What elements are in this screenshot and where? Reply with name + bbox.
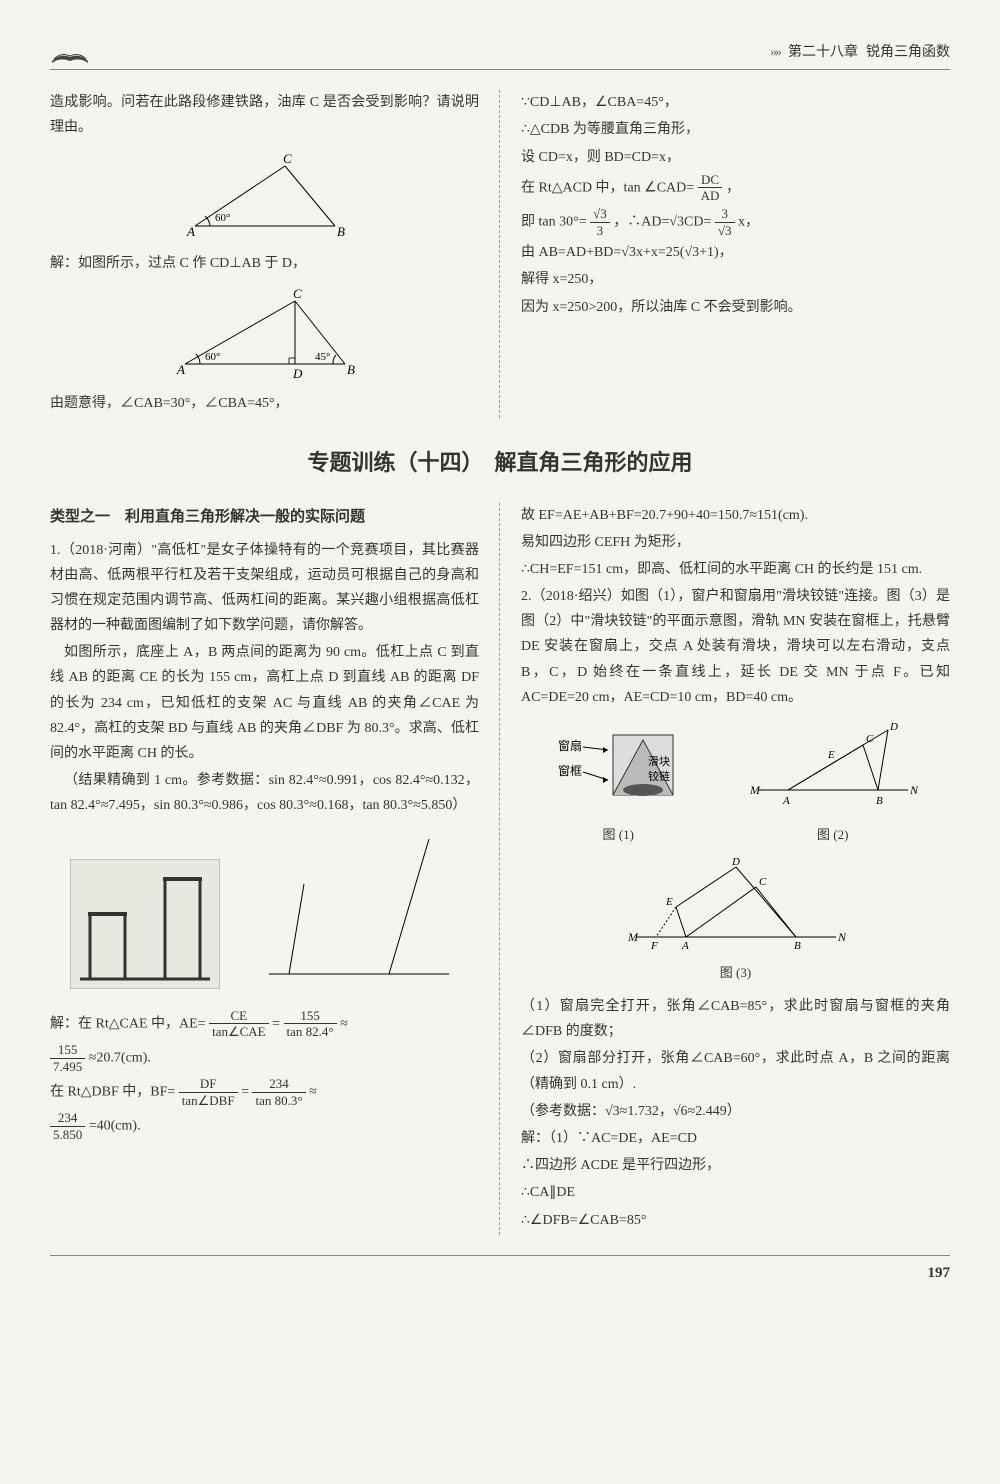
svg-text:E: E [827,749,835,761]
svg-text:滑块: 滑块 [648,755,670,768]
solution-cont: 故 EF=AE+AB+BF=20.7+90+40=150.7≈151(cm). [521,503,950,528]
question-2-hint: （参考数据：√3≈1.732，√6≈2.449） [521,1099,950,1124]
upper-section: 造成影响。问若在此路段修建铁路，油库 C 是否会受到影响？请说明理由。 60° … [50,90,950,418]
lower-right-col: 故 EF=AE+AB+BF=20.7+90+40=150.7≈151(cm). … [521,503,950,1235]
svg-text:D: D [731,857,740,868]
svg-text:45°: 45° [315,351,330,363]
svg-text:60°: 60° [215,212,230,224]
svg-text:窗框: 窗框 [558,764,582,778]
svg-text:60°: 60° [205,351,220,363]
page-header: »» 第二十八章 锐角三角函数 [50,40,950,70]
svg-text:N: N [909,783,918,797]
svg-text:E: E [665,896,673,908]
svg-text:D: D [292,366,303,381]
svg-text:N: N [837,930,846,944]
fraction: 2345.850 [50,1110,85,1142]
chevron-icon: »» [770,40,780,65]
svg-text:A: A [681,940,689,952]
solution-2-line: 解：（1）∵AC=DE，AE=CD [521,1126,950,1151]
solution-step: ∴△CDB 为等腰直角三角形， [521,117,950,142]
solution-line: 在 Rt△DBF 中，BF= DFtan∠DBF = 234tan 80.3° … [50,1076,479,1108]
solution-cont: ∴CH=EF=151 cm，即高、低杠间的水平距离 CH 的长约是 151 cm… [521,557,950,582]
solution-2-line: ∴四边形 ACDE 是平行四边形， [521,1153,950,1178]
window-photo: 窗扇 窗框 滑块 铰链 图 (1) [553,720,683,847]
triangle-figure-2: 60° 45° A B C D [50,286,479,381]
chapter-number: 第二十八章 [788,40,858,65]
svg-text:M: M [749,783,761,797]
svg-text:C: C [759,876,767,888]
upper-right-col: ∵CD⊥AB，∠CBA=45°， ∴△CDB 为等腰直角三角形， 设 CD=x，… [521,90,950,418]
figure-row-2: 窗扇 窗框 滑块 铰链 图 (1) M N [521,720,950,847]
fraction: CEtan∠CAE [209,1008,269,1040]
fig-label-1: 图 (1) [553,823,683,846]
svg-text:B: B [876,795,883,807]
chapter-title: »» 第二十八章 锐角三角函数 [770,40,950,65]
fraction: 3√3 [715,206,735,238]
solution-step: 解：如图所示，过点 C 作 CD⊥AB 于 D， [50,251,479,276]
svg-text:C: C [283,151,292,166]
svg-text:A: A [176,362,185,377]
solution-step: 在 Rt△ACD 中，tan ∠CAD= DCAD ， [521,172,950,204]
question-2-intro: 2.（2018·绍兴）如图（1），窗户和窗扇用"滑块铰链"连接。图（3）是图（2… [521,584,950,710]
problem-text: 造成影响。问若在此路段修建铁路，油库 C 是否会受到影响？请说明理由。 [50,90,479,140]
solution-line: 2345.850 =40(cm). [50,1110,479,1142]
fraction: 234tan 80.3° [252,1076,305,1108]
svg-text:F: F [650,940,658,952]
svg-text:铰链: 铰链 [648,769,670,783]
question-1-hint: （结果精确到 1 cm。参考数据：sin 82.4°≈0.991，cos 82.… [50,768,479,818]
hinge-diagram-3: M N F A B C D E 图 (3) [521,857,950,984]
question-2-sub1: （1）窗扇完全打开，张角∠CAB=85°，求此时窗扇与窗框的夹角∠DFB 的度数… [521,994,950,1044]
column-divider [499,90,501,418]
book-icon [50,43,90,63]
question-1-intro: 1.（2018·河南）"高低杠"是女子体操特有的一个竞赛项目，其比赛器材由高、低… [50,538,479,639]
question-1-body: 如图所示，底座上 A，B 两点间的距离为 90 cm。低杠上点 C 到直线 AB… [50,640,479,766]
fraction: √33 [590,206,610,238]
lower-section: 类型之一 利用直角三角形解决一般的实际问题 1.（2018·河南）"高低杠"是女… [50,503,950,1235]
fraction: DCAD [698,172,723,204]
svg-text:B: B [337,224,345,239]
question-2-sub2: （2）窗扇部分打开，张角∠CAB=60°，求此时点 A，B 之间的距离（精确到 … [521,1046,950,1096]
solution-cont: 易知四边形 CEFH 为矩形， [521,530,950,555]
svg-text:B: B [794,940,801,952]
svg-text:A: A [186,224,195,239]
hinge-diagram-2: M N A B C D E 图 (2) [748,720,918,847]
lower-left-col: 类型之一 利用直角三角形解决一般的实际问题 1.（2018·河南）"高低杠"是女… [50,503,479,1235]
solution-step: 即 tan 30°= √33 ，∴AD=√3CD= 3√3 x， [521,206,950,238]
svg-text:A: A [782,795,790,807]
solution-step: 因为 x=250>200，所以油库 C 不会受到影响。 [521,295,950,320]
triangle-figure-1: 60° A B C [50,151,479,241]
svg-text:M: M [627,930,639,944]
fraction: 155tan 82.4° [284,1008,337,1040]
section-title: 专题训练（十四） 解直角三角形的应用 [50,443,950,483]
solution-2-line: ∴CA∥DE [521,1180,950,1205]
svg-text:C: C [866,733,874,745]
page-number: 197 [50,1255,950,1287]
svg-text:C: C [293,286,302,301]
svg-text:窗扇: 窗扇 [558,738,582,753]
fraction: 1557.495 [50,1042,85,1074]
chapter-topic: 锐角三角函数 [866,40,950,65]
solution-step: 设 CD=x，则 BD=CD=x， [521,145,950,170]
geometry-diagram: E A B F C D H [259,829,459,998]
fig-label-3: 图 (3) [521,961,950,984]
column-divider [499,503,501,1235]
solution-step: 解得 x=250， [521,267,950,292]
bars-photo [70,859,220,998]
solution-2-line: ∴∠DFB=∠CAB=85° [521,1208,950,1233]
solution-step: ∵CD⊥AB，∠CBA=45°， [521,90,950,115]
fig-label-2: 图 (2) [748,823,918,846]
fraction: DFtan∠DBF [179,1076,238,1108]
upper-left-col: 造成影响。问若在此路段修建铁路，油库 C 是否会受到影响？请说明理由。 60° … [50,90,479,418]
solution-line: 解：在 Rt△CAE 中，AE= CEtan∠CAE = 155tan 82.4… [50,1008,479,1040]
solution-line: 1557.495 ≈20.7(cm). [50,1042,479,1074]
solution-step: 由 AB=AD+BD=√3x+x=25(√3+1)， [521,240,950,265]
svg-text:B: B [347,362,355,377]
type-heading: 类型之一 利用直角三角形解决一般的实际问题 [50,503,479,530]
solution-step: 由题意得，∠CAB=30°，∠CBA=45°， [50,391,479,416]
svg-text:D: D [889,721,898,733]
figure-row: E A B F C D H [50,829,479,998]
